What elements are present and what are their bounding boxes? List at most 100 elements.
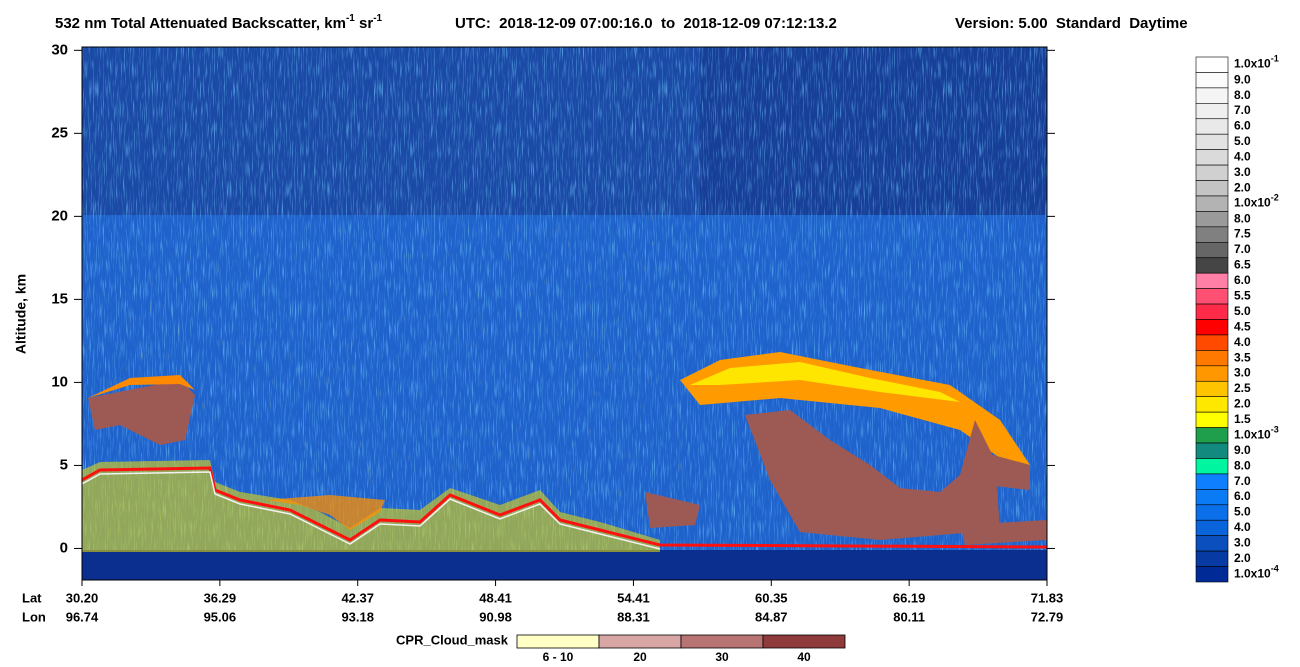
cpr-legend-label: 30 [715,650,729,664]
colorbar: 1.0x10-19.08.07.06.05.04.03.02.01.0x10-2… [1195,54,1279,583]
colorbar-label: 2.0 [1234,397,1251,411]
colorbar-label: 3.0 [1234,165,1251,179]
colorbar-cell [1195,226,1229,243]
colorbar-label: 7.0 [1234,474,1251,488]
cloud-layer [88,375,195,398]
colorbar-cell [1195,103,1229,120]
x-row-label: Lat [22,590,42,605]
colorbar-cell [1195,56,1229,73]
colorbar-label: 8.0 [1234,458,1251,472]
colorbar-label: 9.0 [1234,72,1251,86]
cpr-legend-swatch [598,634,682,649]
y-axis-label: Altitude, km [13,274,29,354]
colorbar-cell [1195,519,1229,536]
backscatter-image [82,47,1047,580]
colorbar-label: 1.0x10-2 [1234,193,1279,210]
colorbar-label-base: 1.0x10 [1234,196,1271,210]
colorbar-label: 1.0x10-1 [1234,54,1279,71]
colorbar-cell [1195,241,1229,259]
colorbar-cell [1195,334,1229,351]
colorbar-cell [1195,411,1229,428]
aerosol-layer [82,460,660,552]
colorbar-cell [1195,164,1229,181]
cloud-mask [645,492,700,528]
colorbar-label-base: 1.0x10 [1234,427,1271,441]
colorbar-label: 4.0 [1234,335,1251,349]
colorbar-label: 3.0 [1234,536,1251,550]
colorbar-label: 4.0 [1234,150,1251,164]
colorbar-cell [1195,380,1229,398]
colorbar-cell [1195,87,1229,104]
y-tick-label: 25 [51,124,68,141]
y-tick-label: 30 [51,41,68,58]
colorbar-label: 8.0 [1234,211,1251,225]
colorbar-label: 2.0 [1234,180,1251,194]
cpr-legend-swatch [516,634,600,649]
colorbar-cell [1195,550,1229,567]
x-tick-label: 36.29 [204,590,237,605]
colorbar-label: 1.0x10-4 [1234,564,1279,581]
cpr-legend-label: 6 - 10 [543,650,574,664]
colorbar-cell [1195,272,1229,289]
x-tick-label: 90.98 [479,609,512,624]
colorbar-cell [1195,303,1229,320]
colorbar-label: 4.0 [1234,520,1251,534]
colorbar-cell [1195,365,1229,382]
aerosol-layer [265,495,385,530]
colorbar-cell [1195,504,1229,521]
colorbar-cell [1195,72,1229,89]
colorbar-label: 6.0 [1234,489,1251,503]
colorbar-cell [1195,442,1229,459]
colorbar-cell [1195,427,1229,444]
colorbar-label: 1.0x10-3 [1234,425,1279,442]
version: Version: 5.00 Standard Daytime [955,15,1188,32]
y-tick-label: 15 [51,290,68,307]
y-tick-label: 0 [60,539,68,556]
colorbar-label: 4.5 [1234,319,1251,333]
colorbar-label-exp: -4 [1271,564,1279,574]
colorbar-label: 1.5 [1234,412,1251,426]
colorbar-cell [1195,566,1229,583]
colorbar-label: 8.0 [1234,88,1251,102]
x-tick-label: 95.06 [204,609,237,624]
colorbar-label-exp: -2 [1271,193,1279,203]
x-tick-label: 93.18 [341,609,374,624]
x-row-label: Lon [22,609,46,624]
colorbar-label: 6.0 [1234,119,1251,133]
colorbar-label: 5.0 [1234,505,1251,519]
colorbar-cell [1195,257,1229,274]
colorbar-cell [1195,535,1229,552]
colorbar-cell [1195,118,1229,135]
plot-frame [81,46,1048,581]
x-tick-label: 80.11 [893,609,925,624]
chart-title: 532 nm Total Attenuated Backscatter, km-… [55,13,383,32]
cpr-legend-title: CPR_Cloud_mask [396,632,509,647]
colorbar-label: 5.5 [1234,289,1251,303]
cloud-mask [88,380,195,445]
colorbar-label: 3.5 [1234,350,1251,364]
colorbar-label: 6.5 [1234,258,1251,272]
x-tick-label: 60.35 [755,590,788,605]
colorbar-cell [1195,319,1229,336]
colorbar-label: 2.5 [1234,381,1251,395]
subsurface [82,550,1047,580]
colorbar-cell [1195,133,1229,150]
x-tick-label: 42.37 [341,590,374,605]
x-tick-label: 54.41 [617,590,650,605]
colorbar-label-base: 1.0x10 [1234,566,1271,580]
colorbar-label-exp: -1 [1271,54,1279,64]
y-tick-label: 20 [51,207,68,224]
colorbar-label: 7.0 [1234,103,1251,117]
colorbar-label: 5.0 [1234,304,1251,318]
colorbar-label: 2.0 [1234,551,1251,565]
colorbar-cell [1195,288,1229,305]
cloud-mask [960,520,1047,545]
x-tick-label: 48.41 [479,590,512,605]
colorbar-cell [1195,489,1229,506]
colorbar-label-exp: -3 [1271,425,1279,435]
y-tick-label: 10 [51,373,68,390]
colorbar-label: 7.0 [1234,242,1251,256]
colorbar-cell [1195,211,1229,228]
colorbar-cell [1195,396,1229,413]
